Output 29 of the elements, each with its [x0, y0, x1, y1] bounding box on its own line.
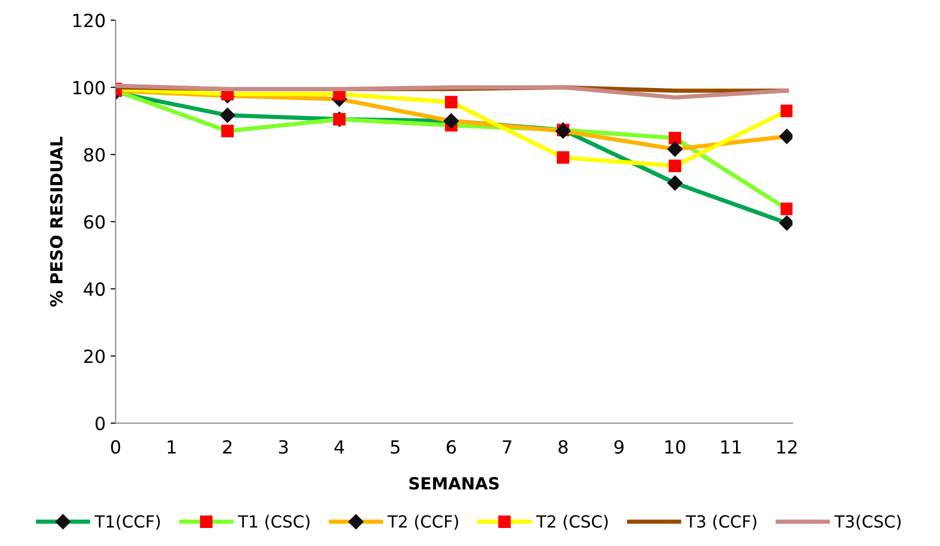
y-tick-label: 40 — [84, 282, 105, 296]
legend-label: T1(CCF) — [94, 514, 160, 530]
y-tick-label: 100 — [73, 80, 105, 94]
y-tick-label: 20 — [84, 349, 105, 364]
legend-label: T2 (CSC) — [536, 514, 608, 530]
x-tick-label: 6 — [446, 440, 456, 454]
x-tick-label: 7 — [502, 440, 512, 454]
y-axis-title: % PESO RESIDUAL — [50, 136, 63, 307]
x-axis-title: SEMANAS — [409, 477, 499, 490]
x-tick-label: 10 — [665, 440, 686, 454]
legend-label: T1 (CSC) — [238, 514, 310, 530]
x-tick-label: 5 — [390, 440, 400, 454]
x-tick-label: 4 — [334, 440, 344, 454]
legend-label: T3(CSC) — [834, 514, 901, 530]
x-tick-label: 12 — [777, 440, 797, 454]
y-tick-label: 120 — [73, 14, 105, 28]
x-tick-label: 0 — [111, 440, 120, 454]
x-tick-label: 9 — [614, 440, 624, 454]
x-tick-label: 2 — [223, 440, 232, 454]
x-tick-label: 3 — [279, 440, 288, 454]
x-tick-label: 11 — [721, 440, 741, 454]
legend-label: T3 (CCF) — [686, 514, 756, 530]
y-tick-label: 80 — [84, 148, 105, 162]
line-series — [116, 84, 789, 100]
y-tick-label: 0 — [96, 416, 105, 430]
x-tick-label: 8 — [558, 440, 568, 454]
y-tick-label: 60 — [84, 215, 105, 229]
legend-label: T2 (CCF) — [388, 514, 458, 530]
x-tick-label: 1 — [168, 440, 176, 454]
